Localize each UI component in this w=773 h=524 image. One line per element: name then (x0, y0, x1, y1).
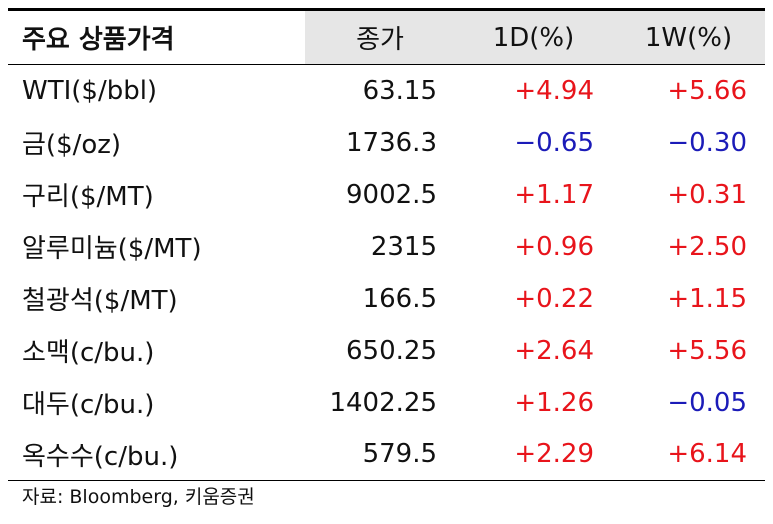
value-cell: +0.22 (514, 283, 594, 314)
table-row: 철광석($/MT) 166.5 +0.22 +1.15 (8, 273, 765, 325)
table-row: 금($/oz) 1736.3 −0.65 −0.30 (8, 117, 765, 169)
table-row: 대두(c/bu.) 1402.25 +1.26 −0.05 (8, 377, 765, 429)
table-body: WTI($/bbl) 63.15 +4.94 +5.66 금($/oz) 1736.3 −0… (8, 65, 765, 481)
value-cell: −0.65 (514, 127, 594, 158)
commodity-name: WTI($/bbl) (22, 75, 158, 106)
value-cell: +0.31 (667, 179, 747, 210)
value-cell: +2.50 (667, 231, 747, 262)
table-row: 옥수수(c/bu.) 579.5 +2.29 +6.14 (8, 429, 765, 481)
commodity-name: 옥수수(c/bu.) (22, 441, 179, 472)
value-cell: +1.26 (514, 387, 594, 418)
value-cell: 9002.5 (346, 179, 437, 210)
price-table: 주요 상품가격 종가 1D(%) 1W(%) WTI($/bbl) 63.15 +4.94… (8, 8, 765, 481)
value-cell: 166.5 (362, 283, 437, 314)
value-cell: +2.64 (514, 335, 594, 366)
source-note: 자료: Bloomberg, 키움증권 (22, 486, 255, 508)
table-row: 알루미늄($/MT) 2315 +0.96 +2.50 (8, 221, 765, 273)
commodity-name: 대두(c/bu.) (22, 390, 155, 420)
header-cell: 종가 (305, 9, 455, 65)
commodity-name: 구리($/MT) (22, 182, 154, 212)
value-cell: +1.17 (514, 179, 594, 210)
value-cell: −0.05 (667, 387, 747, 418)
commodity-name: 소맥(c/bu.) (22, 338, 155, 368)
value-cell: 63.15 (362, 75, 437, 106)
value-cell: +4.94 (514, 75, 594, 106)
value-cell: 1402.25 (329, 387, 437, 418)
value-cell: +0.96 (514, 231, 594, 262)
value-cell: +5.56 (667, 335, 747, 366)
header-cell: 1D(%) (455, 9, 612, 65)
header-row: 주요 상품가격 종가 1D(%) 1W(%) (8, 9, 765, 65)
value-cell: 1736.3 (346, 127, 437, 158)
table-row: 구리($/MT) 9002.5 +1.17 +0.31 (8, 169, 765, 221)
value-cell: 2315 (370, 231, 437, 262)
value-cell: +1.15 (667, 283, 747, 314)
value-cell: +6.14 (667, 439, 747, 470)
value-cell: +5.66 (667, 75, 747, 106)
value-cell: +2.29 (514, 439, 594, 470)
table-row: WTI($/bbl) 63.15 +4.94 +5.66 (8, 65, 765, 117)
commodity-name: 금($/oz) (22, 130, 122, 160)
value-cell: 579.5 (362, 439, 437, 470)
value-cell: −0.30 (667, 127, 747, 158)
commodity-name: 철광석($/MT) (22, 286, 178, 316)
value-cell: 650.25 (346, 335, 437, 366)
table-row: 소맥(c/bu.) 650.25 +2.64 +5.56 (8, 325, 765, 377)
header-cell: 1W(%) (612, 9, 765, 65)
commodity-name: 알루미늄($/MT) (22, 234, 202, 264)
header-cell: 주요 상품가격 (8, 9, 305, 65)
